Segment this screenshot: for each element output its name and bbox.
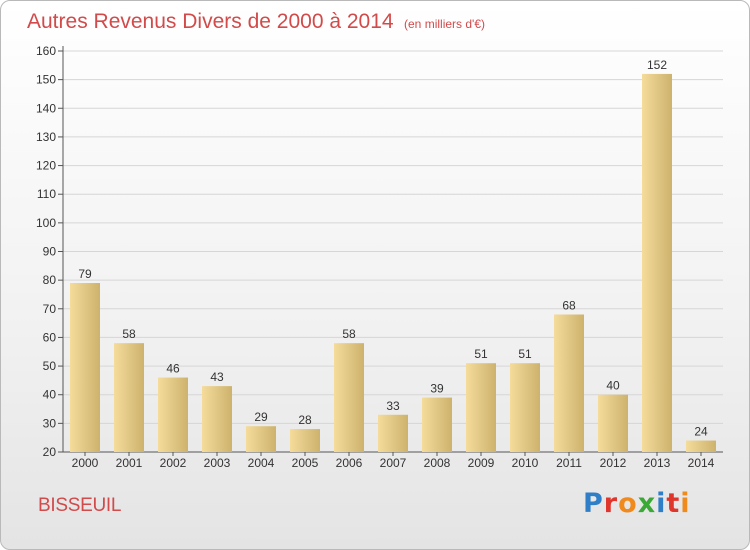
data-label: 24 [694,425,708,439]
x-tick-label: 2002 [160,456,187,470]
y-tick-label: 130 [36,130,56,144]
bar-2014 [686,440,716,452]
data-label: 58 [122,327,136,341]
data-label: 58 [342,327,356,341]
data-label: 152 [647,58,667,72]
chart-title: Autres Revenus Divers de 2000 à 2014 [27,10,394,33]
bar-2013 [642,73,672,453]
logo-letter: i [680,488,691,519]
bar-2000 [70,283,100,452]
data-label: 28 [298,413,312,427]
bar-2001 [114,343,144,452]
data-label: 51 [518,347,532,361]
y-tick-label: 50 [43,359,57,373]
data-label: 51 [474,347,488,361]
y-tick-label: 140 [36,101,56,115]
data-label: 39 [430,382,444,396]
x-tick-label: 2006 [336,456,363,470]
data-label: 29 [254,410,268,424]
proxiti-logo[interactable]: Proxiti [583,488,691,519]
x-tick-label: 2013 [644,456,671,470]
data-label: 46 [166,362,180,376]
y-tick-label: 20 [43,445,57,459]
y-tick-label: 110 [37,187,56,201]
data-label: 40 [606,379,620,393]
x-tick-label: 2007 [380,456,407,470]
x-tick-label: 2000 [72,456,99,470]
x-tick-label: 2009 [468,456,495,470]
logo-letter: r [603,488,619,519]
x-tick-label: 2008 [424,456,451,470]
logo-letter: o [618,488,638,519]
data-label: 68 [562,299,576,313]
bar-2012 [598,394,628,452]
logo-letter: t [666,488,681,519]
logo-letter: P [583,488,604,519]
commune-name: BISSEUIL [38,495,122,516]
bar-2010 [510,363,540,452]
y-tick-label: 70 [43,302,57,316]
bars [70,73,716,453]
data-label: 43 [210,370,224,384]
x-tick-label: 2005 [292,456,319,470]
bar-2002 [158,377,188,452]
bar-2009 [466,363,496,452]
bar-2011 [554,314,584,452]
x-tick-label: 2012 [600,456,627,470]
logo-letter: i [656,488,667,519]
y-tick-label: 150 [36,73,56,87]
bar-2005 [290,429,320,452]
x-tick-label: 2010 [512,456,539,470]
x-tick-label: 2003 [204,456,231,470]
x-tick-label: 2014 [688,456,715,470]
labels: 20 30 40 50 60 70 80 90 100 110 120 130 140 150 160 79 2… [36,44,715,470]
bar-2008 [422,397,452,452]
x-tick-label: 2001 [116,456,143,470]
data-label: 33 [386,399,400,413]
y-tick-label: 100 [36,216,56,230]
y-tick-label: 60 [43,330,57,344]
y-tick-label: 120 [36,159,56,173]
y-tick-label: 40 [43,388,57,402]
y-tick-label: 80 [43,273,57,287]
bar-2003 [202,386,232,452]
x-tick-label: 2011 [556,456,582,470]
data-label: 79 [78,267,92,281]
x-tick-label: 2004 [248,456,275,470]
bar-2004 [246,426,276,452]
chart-subtitle: (en milliers d'€) [404,17,485,31]
bar-2006 [334,343,364,452]
y-tick-label: 90 [43,245,57,259]
y-tick-label: 30 [43,416,57,430]
logo-letter: x [637,488,657,519]
y-tick-label: 160 [36,44,56,58]
chart-title-block: Autres Revenus Divers de 2000 à 2014 (en… [27,10,485,34]
bar-2007 [378,414,408,452]
